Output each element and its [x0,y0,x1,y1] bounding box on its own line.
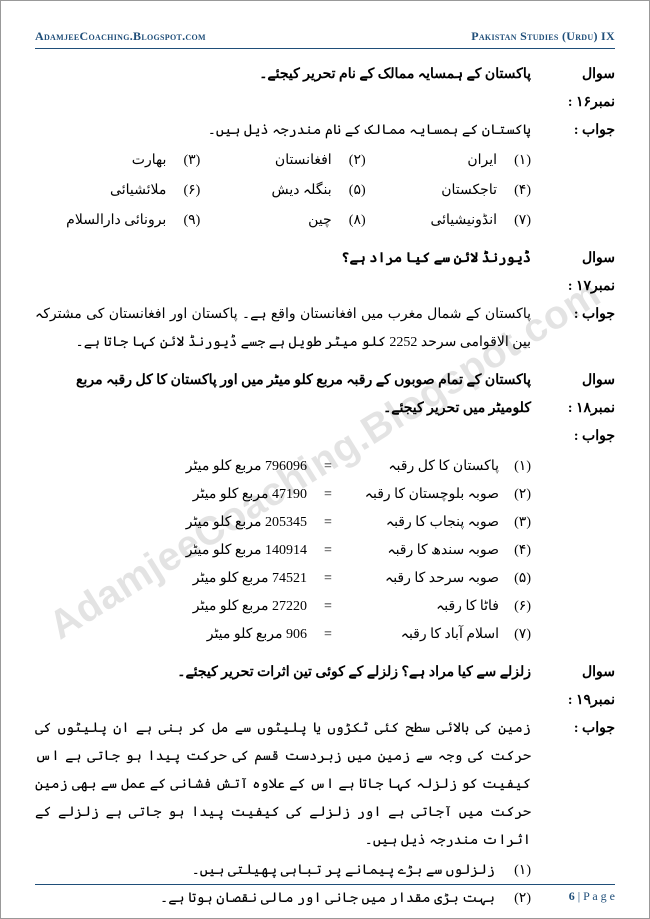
table-row: (۵)صوبہ سرحد کا رقبہ=74521 مربع کلو میٹر [35,565,531,593]
row-name: صوبہ پنجاب کا رقبہ [349,509,499,537]
row-number: (۱) [505,453,531,481]
table-row: (۴)صوبہ سندھ کا رقبہ=140914 مربع کلو میٹ… [35,537,531,565]
row-name: صوبہ سندھ کا رقبہ [349,537,499,565]
table-row: (۱)پاکستان کا کل رقبہ=796096 مربع کلو می… [35,453,531,481]
item-number: (۳) [509,913,531,919]
row-number: (۶) [505,593,531,621]
table-row: (۲)صوبہ بلوچستان کا رقبہ=47190 مربع کلو … [35,481,531,509]
q18-label: سوال نمبر۱۸ : [547,367,615,423]
page-number: 6 [569,889,575,903]
row-value: 47190 مربع کلو میٹر [147,481,307,509]
row-number: (۵) [505,565,531,593]
row-eq: = [313,509,343,537]
item-text: ملائشیائی [110,177,166,205]
table-row: (۳)صوبہ پنجاب کا رقبہ=205345 مربع کلو می… [35,509,531,537]
q17-question: ڈیورنڈ لائن سے کیا مراد ہے؟ [35,245,531,273]
item-number: (۳) [178,147,200,175]
row-name: اسلام آباد کا رقبہ [349,621,499,649]
list-item: (۴) تاجکستان [366,177,531,205]
q18-area-table: (۱)پاکستان کا کل رقبہ=796096 مربع کلو می… [35,453,531,649]
item-number: (۱) [509,147,531,175]
item-number: (۵) [344,177,366,205]
q19-ans-label: جواب : [547,715,615,743]
item-number: (۸) [344,207,366,235]
list-item: (۱) ایران [366,147,531,175]
row-eq: = [313,593,343,621]
q16-ans-label: جواب : [547,117,615,145]
header-right: Pakistan Studies (Urdu) IX [471,29,615,44]
list-item: (۸) چین [200,207,365,235]
row-number: (۳) [505,509,531,537]
list-item: (۲) افغانستان [200,147,365,175]
row-name: صوبہ بلوچستان کا رقبہ [349,481,499,509]
row-name: صوبہ سرحد کا رقبہ [349,565,499,593]
row-name: پاکستان کا کل رقبہ [349,453,499,481]
item-number: (۷) [509,207,531,235]
item-text: انڈونیشیائی [430,207,497,235]
list-item: (۳) بھارت [35,147,200,175]
q17-answer: پاکستان کے شمال مغرب میں افغانستان واقع … [35,301,531,357]
page-label: P a g e [583,889,615,903]
item-text: سڑکیں، عمارتیں، مکانات اور مواصلات کا نظ… [50,913,495,919]
q16-countries-list: (۱)ایران(۲)افغانستان(۳)بھارت(۴)تاجکستان(… [35,147,531,235]
row-value: 27220 مربع کلو میٹر [147,593,307,621]
row-number: (۷) [505,621,531,649]
question-19: سوال نمبر۱۹ : زلزلے سے کیا مراد ہے؟ زلزل… [35,659,615,919]
item-text: بھارت [132,147,167,175]
list-item: (۳) سڑکیں، عمارتیں، مکانات اور مواصلات کا… [35,913,531,919]
table-row: (۶)فاٹا کا رقبہ=27220 مربع کلو میٹر [35,593,531,621]
item-text: زلزلوں سے بڑے پیمانے پر تباہی پھیلتی ہیں… [192,857,495,885]
item-number: (۴) [509,177,531,205]
page-footer: 6 | P a g e [35,884,615,904]
item-number: (۱) [509,857,531,885]
row-value: 140914 مربع کلو میٹر [147,537,307,565]
row-number: (۴) [505,537,531,565]
row-eq: = [313,453,343,481]
q19-label: سوال نمبر۱۹ : [547,659,615,715]
question-18: سوال نمبر۱۸ : پاکستان کے تمام صوبوں کے ر… [35,367,615,649]
list-item: (۱) زلزلوں سے بڑے پیمانے پر تباہی پھیلتی … [35,857,531,885]
row-name: فاٹا کا رقبہ [349,593,499,621]
q17-ans-label: جواب : [547,301,615,329]
item-text: بنگلہ دیش [272,177,332,205]
item-number: (۹) [178,207,200,235]
question-17: سوال نمبر۱۷ : ڈیورنڈ لائن سے کیا مراد ہے… [35,245,615,357]
row-eq: = [313,565,343,593]
row-number: (۲) [505,481,531,509]
item-number: (۶) [178,177,200,205]
list-item: (۵) بنگلہ دیش [200,177,365,205]
list-item: (۹) برونائی دارالسلام [35,207,200,235]
q18-ans-label: جواب : [547,423,615,451]
list-item: (۶) ملائشیائی [35,177,200,205]
list-item: (۷) انڈونیشیائی [366,207,531,235]
row-value: 906 مربع کلو میٹر [147,621,307,649]
row-value: 205345 مربع کلو میٹر [147,509,307,537]
item-text: چین [308,207,332,235]
page-header: AdamjeeCoaching.Blogspot.com Pakistan St… [35,29,615,49]
q17-label: سوال نمبر۱۷ : [547,245,615,301]
q19-question: زلزلے سے کیا مراد ہے؟ زلزلے کے کوئی تین … [35,659,531,687]
table-row: (۷)اسلام آباد کا رقبہ=906 مربع کلو میٹر [35,621,531,649]
header-left: AdamjeeCoaching.Blogspot.com [35,29,206,44]
q16-ans-intro: پاکستان کے ہمسایہ ممالک کے نام مندرجہ ذی… [35,117,531,145]
row-value: 74521 مربع کلو میٹر [147,565,307,593]
q16-question: پاکستان کے ہمسایہ ممالک کے نام تحریر کیج… [35,61,531,89]
item-text: برونائی دارالسلام [66,207,166,235]
row-eq: = [313,621,343,649]
document-page: AdamjeeCoaching.Blogspot.com AdamjeeCoac… [0,0,650,919]
content-area: سوال نمبر۱۶ : پاکستان کے ہمسایہ ممالک کے… [35,61,615,919]
q19-answer: زمین کی بالائی سطح کئی ٹکڑوں یا پلیٹوں س… [35,715,531,855]
item-text: تاجکستان [441,177,497,205]
question-16: سوال نمبر۱۶ : پاکستان کے ہمسایہ ممالک کے… [35,61,615,235]
q16-label: سوال نمبر۱۶ : [547,61,615,117]
row-eq: = [313,537,343,565]
item-text: ایران [467,147,497,175]
row-value: 796096 مربع کلو میٹر [147,453,307,481]
item-number: (۲) [344,147,366,175]
q18-question: پاکستان کے تمام صوبوں کے رقبہ مربع کلو م… [35,367,531,423]
row-eq: = [313,481,343,509]
item-text: افغانستان [275,147,332,175]
